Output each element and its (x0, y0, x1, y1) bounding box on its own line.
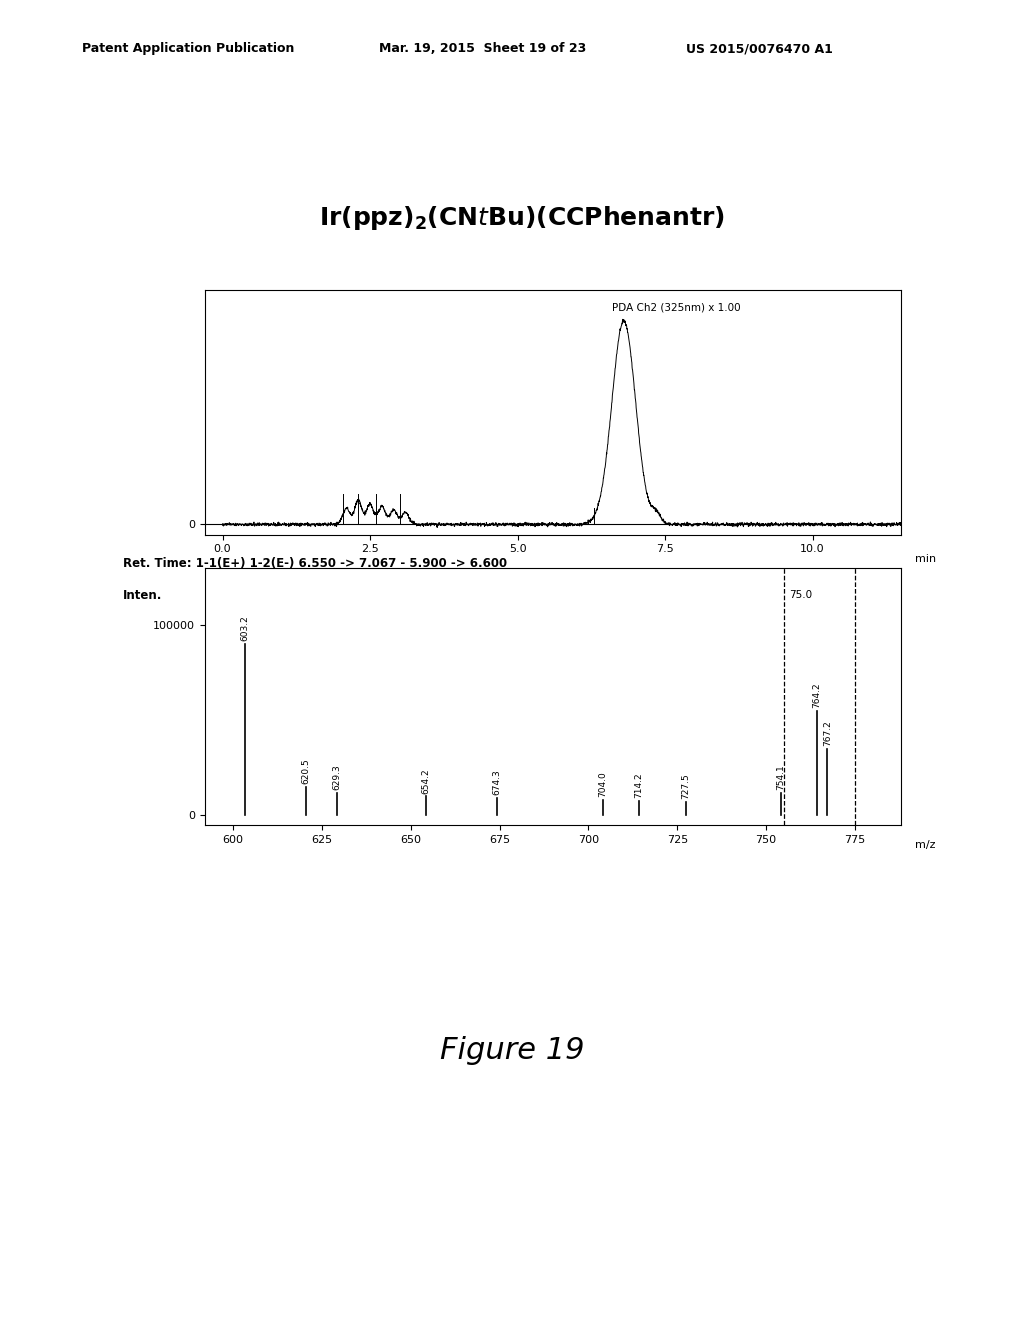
Text: Ret. Time: 1-1(E+) 1-2(E-) 6.550 -> 7.067 - 5.900 -> 6.600: Ret. Time: 1-1(E+) 1-2(E-) 6.550 -> 7.06… (123, 557, 507, 570)
Text: Mar. 19, 2015  Sheet 19 of 23: Mar. 19, 2015 Sheet 19 of 23 (379, 42, 586, 55)
Text: 674.3: 674.3 (493, 770, 502, 796)
Text: 727.5: 727.5 (682, 774, 690, 799)
Text: 620.5: 620.5 (301, 758, 310, 784)
Text: 704.0: 704.0 (598, 772, 607, 797)
Text: Inten.: Inten. (123, 589, 162, 602)
Text: 75.0: 75.0 (790, 590, 812, 601)
Text: m/z: m/z (915, 841, 936, 850)
Text: PDA Ch2 (325nm) x 1.00: PDA Ch2 (325nm) x 1.00 (612, 302, 740, 313)
Text: 767.2: 767.2 (822, 721, 831, 746)
Text: min: min (915, 554, 936, 564)
Text: 714.2: 714.2 (635, 772, 643, 799)
Text: 629.3: 629.3 (333, 764, 342, 789)
Text: US 2015/0076470 A1: US 2015/0076470 A1 (686, 42, 833, 55)
Text: $\mathbf{Ir(ppz)_2(CN\mathit{t}Bu)(CCPhenantr)}$: $\mathbf{Ir(ppz)_2(CN\mathit{t}Bu)(CCPhe… (319, 203, 725, 232)
Text: Patent Application Publication: Patent Application Publication (82, 42, 294, 55)
Text: Figure 19: Figure 19 (439, 1036, 585, 1065)
Text: 764.2: 764.2 (812, 682, 821, 708)
Text: 754.1: 754.1 (776, 764, 785, 789)
Text: 654.2: 654.2 (421, 768, 430, 793)
Text: 603.2: 603.2 (240, 615, 249, 642)
